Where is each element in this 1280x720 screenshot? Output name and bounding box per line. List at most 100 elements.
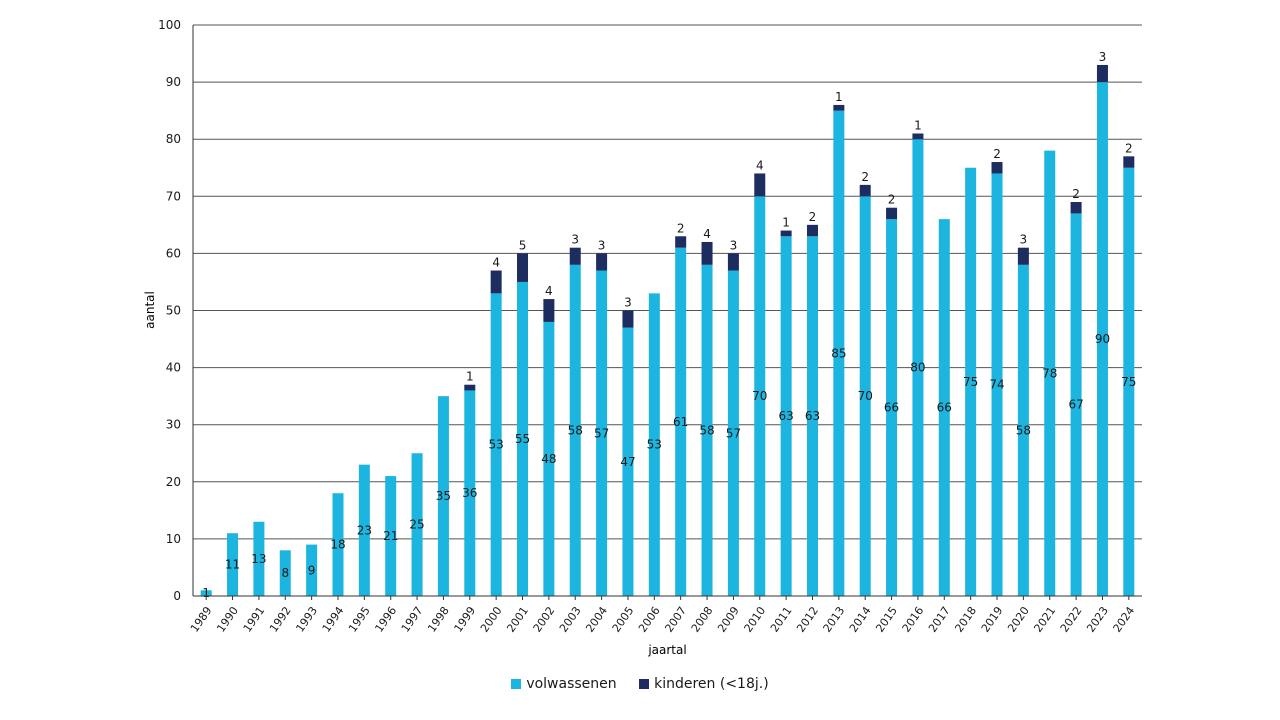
legend-item-volwassenen: volwassenen [511, 676, 617, 692]
bar-volwassenen [675, 247, 687, 596]
data-label-volwassenen: 23 [357, 523, 372, 537]
bar-volwassenen [437, 396, 449, 596]
bar-volwassenen [306, 544, 318, 596]
bar-volwassenen [1044, 150, 1056, 596]
x-tick-label: 1993 [293, 604, 320, 634]
x-tick-label: 2001 [504, 604, 531, 634]
bar-volwassenen [991, 173, 1003, 596]
bar-kinderen [754, 173, 766, 197]
data-label-volwassenen: 55 [515, 432, 530, 446]
data-label-kinderen: 4 [756, 158, 764, 172]
data-label-kinderen: 4 [492, 256, 500, 270]
data-label-volwassenen: 36 [462, 486, 477, 500]
data-label-volwassenen: 75 [963, 375, 978, 389]
bar-kinderen [464, 384, 476, 391]
bar-volwassenen [464, 390, 476, 596]
legend-swatch-volwassenen [511, 679, 522, 689]
data-label-volwassenen: 21 [383, 529, 398, 543]
bar-volwassenen [1123, 167, 1135, 596]
legend: volwassenen kinderen (<18j.) [0, 676, 1280, 692]
y-tick-label: 90 [166, 75, 181, 89]
data-label-volwassenen: 63 [805, 409, 820, 423]
x-tick-label: 2023 [1084, 604, 1111, 634]
y-axis-ticks: 0 10 20 30 40 50 60 70 80 90 100 [158, 18, 181, 603]
bar-kinderen [569, 247, 581, 265]
data-label-volwassenen: 35 [436, 489, 451, 503]
bar-kinderen [701, 241, 713, 265]
data-label-volwassenen: 75 [1121, 375, 1136, 389]
x-tick-label: 1999 [452, 604, 479, 634]
x-tick-label: 2002 [531, 604, 558, 634]
legend-label-volwassenen: volwassenen [526, 676, 617, 692]
bar-kinderen [1123, 156, 1135, 168]
y-tick-label: 80 [166, 132, 181, 146]
bar-kinderen [912, 133, 924, 140]
bar-volwassenen [200, 590, 212, 596]
bar-volwassenen [227, 533, 239, 596]
bar-volwassenen [806, 236, 818, 596]
x-tick-label: 2016 [900, 604, 927, 634]
data-label-volwassenen: 85 [831, 346, 846, 360]
bar-volwassenen [490, 293, 502, 596]
bar-volwassenen [1017, 264, 1029, 596]
data-label-volwassenen: 11 [225, 558, 240, 572]
data-label-volwassenen: 61 [673, 415, 688, 429]
data-label-volwassenen: 90 [1095, 332, 1110, 346]
y-axis-title: aantal [143, 291, 157, 329]
data-label-kinderen: 5 [519, 238, 527, 252]
data-label-volwassenen: 48 [541, 452, 556, 466]
legend-label-kinderen: kinderen (<18j.) [654, 676, 769, 692]
bar-kinderen [543, 299, 555, 322]
x-tick-label: 1992 [267, 604, 294, 634]
x-tick-label: 1994 [320, 604, 347, 634]
x-tick-label: 2011 [768, 604, 795, 634]
x-tick-label: 2005 [610, 604, 637, 634]
data-label-volwassenen: 57 [726, 426, 741, 440]
y-tick-label: 20 [166, 475, 181, 489]
bar-volwassenen [332, 493, 344, 596]
bar-volwassenen [253, 521, 265, 596]
x-tick-label: 2003 [557, 604, 584, 634]
data-label-volwassenen: 58 [1016, 423, 1031, 437]
data-label-kinderen: 2 [993, 147, 1001, 161]
data-label-volwassenen: 18 [330, 538, 345, 552]
x-tick-label: 2012 [794, 604, 821, 634]
y-tick-label: 100 [158, 18, 181, 32]
bar-volwassenen [569, 264, 581, 596]
x-tick-label: 2009 [715, 604, 742, 634]
data-label-kinderen: 2 [809, 210, 817, 224]
data-label-volwassenen: 66 [937, 401, 952, 415]
x-tick-label: 2007 [662, 604, 689, 634]
bar-volwassenen [1096, 82, 1108, 597]
bar-volwassenen [912, 139, 924, 596]
data-label-kinderen: 3 [624, 296, 632, 310]
bar-kinderen [780, 230, 792, 237]
x-tick-label: 1998 [425, 604, 452, 634]
data-label-volwassenen: 58 [568, 423, 583, 437]
bar-volwassenen [622, 327, 634, 596]
x-tick-label: 1995 [346, 604, 373, 634]
data-label-kinderen: 2 [677, 221, 685, 235]
bar-kinderen [490, 270, 502, 294]
x-tick-label: 2017 [926, 604, 953, 634]
x-tick-label: 2006 [636, 604, 663, 634]
x-tick-label: 1991 [241, 604, 268, 634]
y-tick-label: 50 [166, 304, 181, 318]
x-tick-label: 2013 [821, 604, 848, 634]
x-tick-label: 2019 [979, 604, 1006, 634]
data-label-volwassenen: 78 [1042, 366, 1057, 380]
x-tick-label: 2014 [847, 604, 874, 634]
x-tick-label: 2022 [1058, 604, 1085, 634]
bar-volwassenen [648, 293, 660, 596]
x-tick-label: 2010 [742, 604, 769, 634]
data-label-volwassenen: 74 [989, 378, 1004, 392]
data-label-kinderen: 4 [545, 284, 553, 298]
bar-volwassenen [411, 453, 423, 596]
bar-volwassenen [517, 281, 529, 596]
bar-kinderen [886, 207, 898, 220]
gridlines [193, 24, 1142, 540]
data-label-volwassenen: 58 [699, 423, 714, 437]
x-tick-label: 2015 [873, 604, 900, 634]
